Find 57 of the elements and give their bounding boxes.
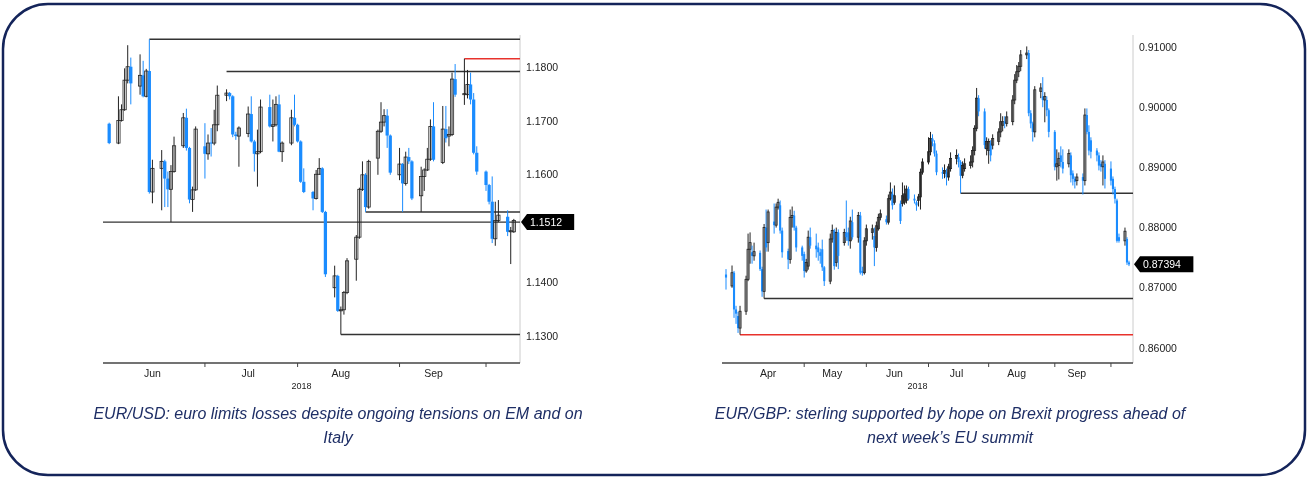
candlestick [809, 227, 812, 250]
candlestick [332, 265, 337, 298]
text: EUR/GBP: sterling supported by hope on Brexit progress ahead of next week’s EU summit [714, 405, 1187, 446]
y-tick-label: 0.88000 [1139, 221, 1178, 234]
candlestick [444, 105, 448, 144]
x-axis-title: 2018 [907, 381, 928, 391]
x-tick-label: Jun [143, 367, 162, 379]
x-tick-label: Jun [885, 367, 904, 379]
x-tick-label: Jul [241, 367, 255, 379]
x-tick-label: Jul [949, 367, 964, 379]
x-tick-label: Aug [1007, 367, 1027, 379]
candlestick [270, 99, 275, 142]
candlestick [203, 122, 207, 180]
candlestick [1125, 236, 1129, 266]
candlestick [150, 159, 155, 204]
candlestick [856, 211, 860, 244]
candlestick [181, 112, 186, 149]
candlestick [268, 94, 272, 128]
candlestick [927, 136, 930, 165]
candlestick [902, 184, 906, 206]
y-tick-label: 1.1800 [526, 60, 559, 73]
candlestick [440, 105, 445, 165]
y-tick-label: 1.1300 [526, 329, 559, 342]
candlestick [730, 265, 734, 289]
candlestick [144, 68, 149, 98]
candlestick [246, 106, 251, 138]
candlestick [724, 268, 728, 291]
y-tick-label: 1.1600 [526, 168, 559, 181]
text: 0.87394 [1143, 257, 1182, 270]
x-tick-label: May [822, 367, 843, 379]
candlestick [209, 127, 213, 158]
y-tick-label: 0.89000 [1139, 161, 1178, 174]
y-tick-label: 0.86000 [1139, 341, 1178, 354]
candlestick [493, 201, 498, 247]
y-tick-label: 1.1400 [526, 276, 559, 289]
x-tick-label: Sep [424, 367, 444, 379]
candlestick [159, 149, 164, 211]
candlestick [834, 227, 838, 268]
candlestick [453, 63, 457, 98]
candlestick [837, 228, 840, 270]
candlestick [289, 109, 294, 146]
y-tick-label: 0.87000 [1139, 281, 1178, 294]
x-tick-label: Apr [759, 367, 777, 379]
x-tick-label: Sep [1067, 367, 1087, 379]
candlestick [314, 169, 319, 201]
candlestick [851, 209, 854, 241]
y-tick-label: 0.90000 [1139, 100, 1178, 113]
candlestick [107, 122, 111, 145]
candlestick [280, 140, 285, 163]
y-tick-label: 0.91000 [1139, 40, 1178, 53]
text: EUR/USD: euro limits losses despite ongoing tensions on EM and on Italy [93, 405, 583, 446]
x-tick-label: Aug [331, 367, 351, 379]
x-axis-title: 2018 [291, 381, 312, 391]
y-tick-label: 1.1700 [526, 114, 559, 127]
ref-line-label: 1.1512 [530, 215, 563, 228]
candlestick [1061, 148, 1064, 174]
candlestick [163, 159, 167, 208]
